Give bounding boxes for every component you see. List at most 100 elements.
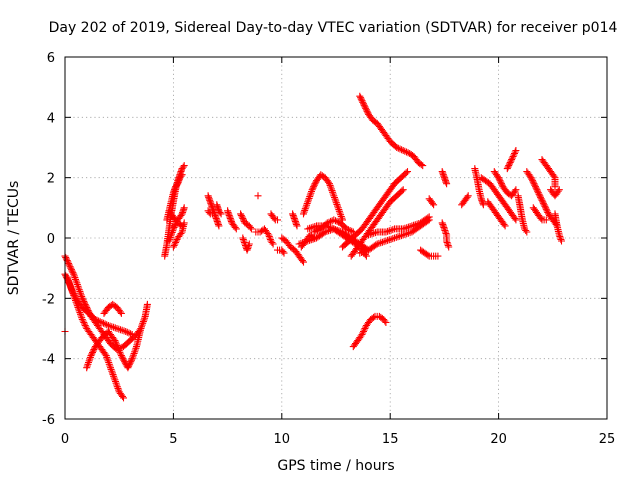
data-point-arc-a <box>62 255 70 263</box>
data-point-arc-i <box>180 204 188 212</box>
data-point-arc-a <box>70 272 78 280</box>
data-point-arc-r <box>265 233 273 240</box>
data-point-arc-l <box>212 214 220 222</box>
data-point-arc-ar <box>505 160 513 168</box>
data-point-arc-y <box>337 211 345 219</box>
data-point-arc-y <box>306 193 314 201</box>
data-point-arc-g <box>179 163 187 171</box>
data-point-arc-b <box>81 320 88 328</box>
data-point-arc-d <box>112 338 120 346</box>
data-point-arc-e <box>117 309 125 317</box>
data-point-arc-af <box>368 230 376 238</box>
data-point-arc-y <box>332 199 340 207</box>
data-point-arc-u <box>279 248 287 256</box>
data-point-arc-z <box>299 239 307 247</box>
data-point-arc-w <box>290 213 298 221</box>
y-tick-label: -6 <box>42 413 55 428</box>
data-point-arc-b <box>77 310 84 318</box>
data-point-arc-ag <box>404 149 412 157</box>
data-point-arc-d <box>125 362 133 370</box>
data-point-arc-y <box>306 191 314 199</box>
data-point-arc-y <box>335 207 343 215</box>
data-point-arc-w <box>289 210 297 218</box>
data-point-arc-o <box>224 208 232 216</box>
data-point-arc-r <box>269 240 277 248</box>
data-point-arc-d <box>119 355 127 363</box>
data-point-arc-ar <box>508 156 516 164</box>
data-point-arc-an <box>479 201 487 209</box>
data-point-arc-aq <box>495 174 503 182</box>
data-point-arc-ae <box>392 233 400 241</box>
data-point-arc-y <box>309 184 317 192</box>
data-point-arc-i <box>179 208 187 216</box>
data-point-arc-q <box>245 242 253 249</box>
data-point-arc-aa <box>306 224 314 232</box>
data-point-arc-b <box>76 309 84 317</box>
data-point-arc-h <box>175 177 183 185</box>
data-point-arc-c <box>64 277 72 285</box>
data-point-arc-a <box>73 279 81 287</box>
data-point-arc-d <box>112 340 120 348</box>
data-point-arc-ab <box>310 228 318 236</box>
data-point-arc-b <box>113 381 121 389</box>
data-point-arc-a <box>78 294 86 302</box>
data-point-arc-y <box>335 206 343 214</box>
data-point-arc-am <box>464 192 472 200</box>
data-point-arc-ab <box>312 227 320 235</box>
data-point-arc-b <box>111 376 119 384</box>
data-point-arc-al <box>445 243 453 251</box>
data-point-arc-d <box>85 357 93 365</box>
data-point-arc-i <box>168 228 176 236</box>
data-point-arc-y <box>310 181 318 189</box>
data-point-arc-at <box>543 207 551 215</box>
data-point-arc-c <box>70 291 78 299</box>
data-point-arc-ag <box>360 100 367 108</box>
data-point-arc-ai <box>434 252 442 260</box>
data-point-arc-ax <box>557 236 565 243</box>
data-point-arc-at <box>537 193 544 201</box>
data-point-arc-y <box>300 208 308 216</box>
data-point-arc-at <box>535 190 543 198</box>
data-point-arc-aa <box>307 224 315 232</box>
data-point-arc-am <box>463 193 471 201</box>
data-point-arc-d <box>113 342 121 350</box>
data-point-arc-a <box>65 260 73 268</box>
data-point-arc-b <box>78 316 86 323</box>
data-point-arc-c <box>101 320 109 328</box>
data-point-arc-af <box>425 213 433 221</box>
data-point-arc-at <box>536 192 544 200</box>
data-point-arc-a <box>75 284 83 292</box>
data-point-arc-z <box>307 236 315 244</box>
data-point-arc-ax <box>558 237 565 245</box>
data-point-arc-ar <box>508 154 516 162</box>
data-point-arc-al <box>443 239 451 246</box>
data-point-arc-aq <box>495 175 503 183</box>
data-point-arc-d <box>116 348 124 356</box>
data-point-arc-ab <box>323 219 331 227</box>
data-point-arc-ag <box>393 144 401 151</box>
data-point-arc-n <box>214 204 222 212</box>
data-point-arc-at <box>530 180 538 188</box>
data-point-arc-d <box>129 351 137 359</box>
data-point-arc-ad <box>399 186 407 194</box>
data-point-arc-ar <box>511 148 519 156</box>
data-point-arc-c <box>96 318 104 326</box>
y-tick-label: 4 <box>47 111 55 126</box>
data-point-arc-v <box>300 258 307 266</box>
data-point-arc-c <box>95 317 103 325</box>
data-point-arc-af <box>401 224 409 232</box>
data-point-arc-i <box>166 235 174 243</box>
data-point-arc-y <box>301 205 309 213</box>
data-point-arc-ai <box>424 251 432 259</box>
data-point-arc-y <box>303 200 311 207</box>
data-point-arc-ab <box>345 226 352 234</box>
data-point-arc-ap <box>501 222 509 230</box>
data-point-arc-ae <box>361 247 369 255</box>
data-point-arc-d <box>117 350 125 358</box>
x-tick-label: 0 <box>61 432 69 447</box>
data-point-arc-y <box>337 213 345 220</box>
data-point-arc-at <box>532 183 539 191</box>
data-point-arc-c <box>66 280 74 288</box>
data-point-arc-ag <box>357 95 365 103</box>
data-point-arc-z <box>311 235 319 243</box>
